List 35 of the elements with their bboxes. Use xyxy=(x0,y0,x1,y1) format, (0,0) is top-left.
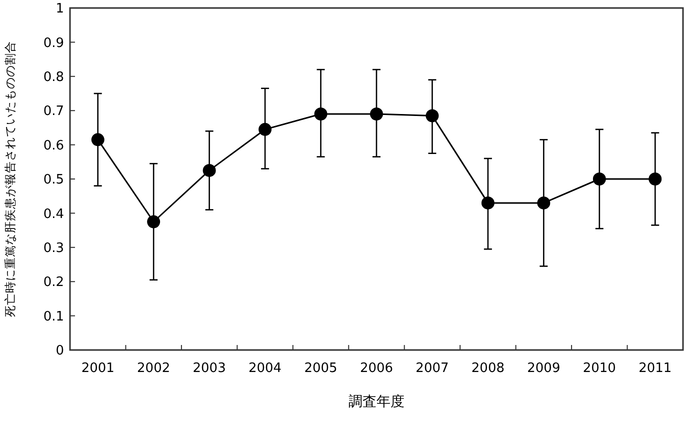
x-tick-label: 2011 xyxy=(638,361,672,376)
point xyxy=(537,196,550,210)
y-tick-label: 0 xyxy=(56,344,64,359)
x-tick-label: 2007 xyxy=(416,361,449,376)
point xyxy=(147,215,160,228)
y-tick-label: 0.2 xyxy=(43,275,64,290)
x-tick-label: 2006 xyxy=(360,361,394,376)
x-tick-label: 2004 xyxy=(248,361,282,376)
y-tick-label: 0.9 xyxy=(43,36,64,51)
y-tick-label: 0.8 xyxy=(43,70,64,85)
y-axis-title: 死亡時に重篤な肝疾患が報告されていたものの割合 xyxy=(3,41,17,317)
y-tick-label: 0.5 xyxy=(43,172,64,188)
x-tick-label: 2010 xyxy=(582,361,616,376)
x-axis-title: 調査年度 xyxy=(348,394,404,410)
point xyxy=(648,172,662,186)
x-tick-label: 2002 xyxy=(137,361,170,376)
x-tick-label: 2005 xyxy=(304,361,338,376)
x-tick-label: 2003 xyxy=(192,361,226,376)
point xyxy=(481,196,494,210)
y-tick-label: 0.3 xyxy=(43,240,64,256)
point xyxy=(202,164,216,177)
y-tick-label: 0.7 xyxy=(43,104,64,120)
point xyxy=(370,108,383,121)
y-tick-label: 1 xyxy=(56,2,64,17)
point xyxy=(258,122,272,136)
x-tick-label: 2001 xyxy=(81,361,114,376)
point xyxy=(592,172,606,186)
y-tick-label: 0.6 xyxy=(43,138,64,154)
x-tick-label: 2009 xyxy=(527,361,560,376)
x-tick-label: 2008 xyxy=(471,361,504,376)
point xyxy=(426,109,439,122)
y-tick-label: 0.1 xyxy=(43,309,64,324)
point xyxy=(91,133,104,146)
y-tick-label: 0.4 xyxy=(43,206,64,222)
point xyxy=(314,108,328,121)
